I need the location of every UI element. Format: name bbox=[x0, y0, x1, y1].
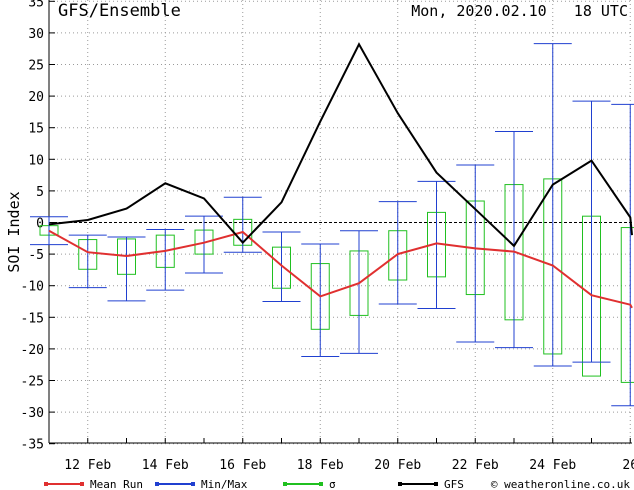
y-tick-label: 35 bbox=[28, 0, 44, 10]
y-tick-label: 0 bbox=[36, 217, 44, 232]
x-tick-label: 18 Feb bbox=[297, 458, 344, 473]
grid-lines bbox=[49, 0, 632, 445]
y-tick-label: -5 bbox=[28, 248, 44, 263]
labels: GFS/Ensemble Mon, 2020.02.10 18 UTC SOI … bbox=[5, 1, 628, 273]
legend-marker bbox=[283, 482, 287, 486]
y-tick-label: -15 bbox=[21, 311, 44, 326]
x-tick-label: 22 Feb bbox=[452, 458, 499, 473]
y-tick-label: 30 bbox=[28, 27, 44, 42]
y-tick-label: 5 bbox=[36, 185, 44, 200]
legend-marker bbox=[434, 482, 438, 486]
legend-marker bbox=[80, 482, 84, 486]
y-axis-label: SOI Index bbox=[5, 191, 23, 272]
x-tick-label: 24 Feb bbox=[529, 458, 576, 473]
legend-label: Mean Run bbox=[90, 478, 143, 490]
legend-marker bbox=[191, 482, 195, 486]
series-lines bbox=[48, 42, 633, 309]
legend-label: Min/Max bbox=[201, 478, 248, 490]
x-tick-label: 20 Feb bbox=[374, 458, 421, 473]
y-tick-label: 15 bbox=[28, 122, 44, 137]
y-tick-label: -30 bbox=[21, 406, 44, 421]
run-time-label: Mon, 2020.02.10 18 UTC bbox=[411, 2, 628, 20]
legend-marker bbox=[398, 482, 402, 486]
legend-label: σ bbox=[329, 478, 336, 490]
legend-marker bbox=[44, 482, 48, 486]
series-line-mean-run bbox=[48, 229, 633, 309]
y-tick-label: -20 bbox=[21, 343, 44, 358]
axes: -35 -30 -25 -20 -15 -10 -5 0 5 10 15 20 25 30 35 12 Feb… bbox=[21, 0, 634, 473]
y-tick-label: 20 bbox=[28, 90, 44, 105]
credit-label: © weatheronline.co.uk bbox=[491, 478, 630, 490]
x-tick-label: 26 bbox=[622, 458, 634, 473]
series-line-gfs bbox=[48, 42, 633, 248]
x-tick-label: 12 Feb bbox=[64, 458, 111, 473]
legend-marker bbox=[155, 482, 159, 486]
y-tick-label: -25 bbox=[21, 375, 44, 390]
legend: Mean Run Min/Max σ GFS © weatheronline.co.uk bbox=[44, 478, 630, 490]
x-tick-label: 16 Feb bbox=[219, 458, 266, 473]
y-tick-label: -10 bbox=[21, 280, 44, 295]
x-tick-label: 14 Feb bbox=[142, 458, 189, 473]
y-tick-label: -35 bbox=[21, 438, 44, 453]
legend-marker bbox=[319, 482, 323, 486]
min-max-whiskers bbox=[30, 43, 634, 407]
y-tick-label: 25 bbox=[28, 59, 44, 74]
legend-label: GFS bbox=[444, 478, 464, 490]
chart-title: GFS/Ensemble bbox=[58, 1, 181, 21]
y-tick-label: 10 bbox=[28, 153, 44, 168]
